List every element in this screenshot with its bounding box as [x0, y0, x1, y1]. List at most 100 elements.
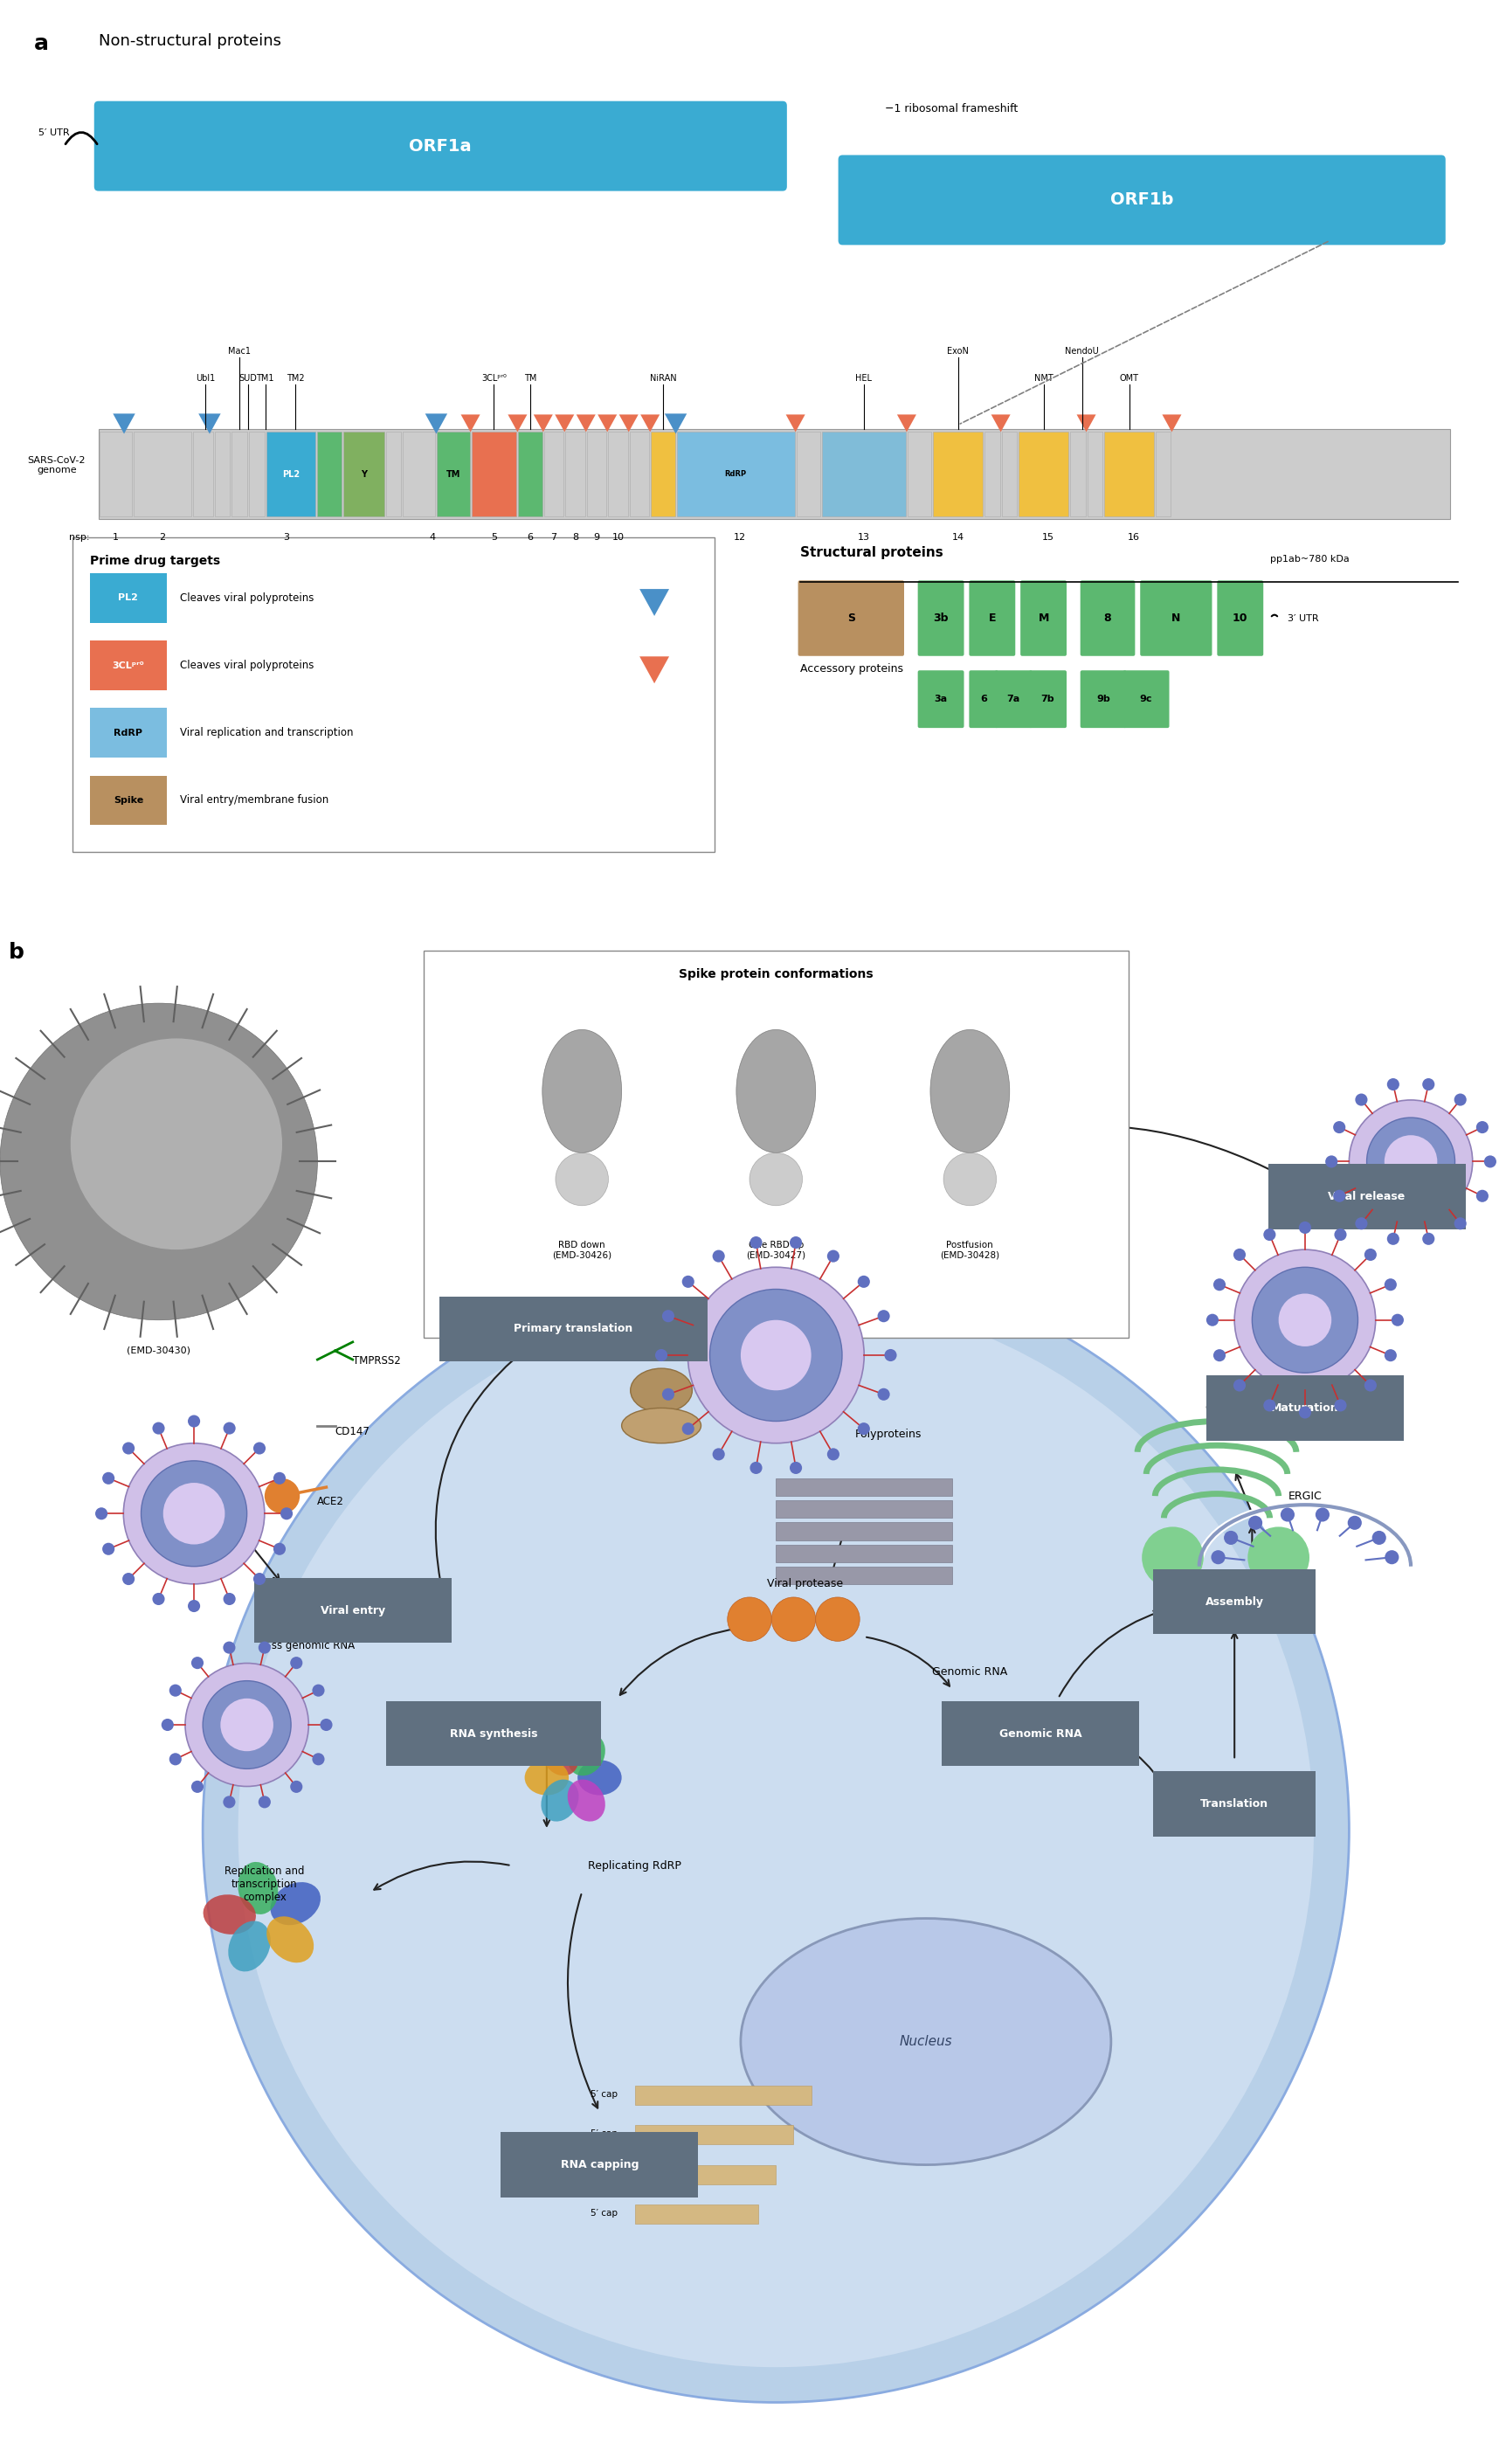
Ellipse shape: [1333, 1121, 1346, 1133]
Text: Nucleus: Nucleus: [899, 2035, 952, 2048]
Text: CD147: CD147: [336, 1427, 370, 1437]
Text: Spike: Spike: [114, 796, 144, 806]
Text: 12: 12: [733, 532, 747, 542]
Bar: [343, 431, 384, 517]
Text: NMT: NMT: [1034, 375, 1052, 382]
Bar: [776, 1545, 952, 1562]
Bar: [636, 2205, 758, 2223]
Circle shape: [202, 1259, 1349, 2402]
Bar: [438, 431, 469, 517]
Ellipse shape: [153, 1592, 165, 1604]
Text: Maturation: Maturation: [1271, 1402, 1339, 1414]
Text: TM: TM: [447, 471, 460, 478]
Circle shape: [1249, 1515, 1262, 1530]
Ellipse shape: [280, 1508, 292, 1520]
FancyBboxPatch shape: [970, 670, 998, 727]
Text: RdRP: RdRP: [114, 729, 142, 737]
Ellipse shape: [857, 1276, 869, 1289]
FancyBboxPatch shape: [90, 776, 166, 825]
Text: Primary translation: Primary translation: [514, 1323, 633, 1335]
Text: nsp:: nsp:: [69, 532, 90, 542]
Ellipse shape: [1477, 1121, 1489, 1133]
Text: 13: 13: [857, 532, 869, 542]
Ellipse shape: [663, 1311, 675, 1323]
Text: 7a: 7a: [1007, 695, 1021, 705]
Circle shape: [70, 1037, 282, 1249]
Ellipse shape: [750, 1237, 761, 1249]
Text: TM: TM: [525, 375, 537, 382]
Ellipse shape: [1298, 1222, 1312, 1234]
Text: NiRAN: NiRAN: [649, 375, 676, 382]
Ellipse shape: [1454, 1094, 1466, 1106]
Circle shape: [1280, 1508, 1295, 1523]
Ellipse shape: [1264, 1400, 1276, 1412]
Ellipse shape: [931, 1030, 1010, 1153]
Ellipse shape: [273, 1542, 286, 1555]
Ellipse shape: [631, 1368, 693, 1412]
Ellipse shape: [827, 1449, 839, 1461]
Text: TMPRSS2: TMPRSS2: [352, 1355, 400, 1368]
Ellipse shape: [1355, 1094, 1367, 1106]
FancyBboxPatch shape: [1141, 582, 1213, 655]
Ellipse shape: [123, 1444, 264, 1584]
Ellipse shape: [123, 1441, 135, 1454]
Ellipse shape: [543, 1030, 622, 1153]
Text: (EMD-30430): (EMD-30430): [127, 1345, 190, 1355]
Ellipse shape: [187, 1599, 201, 1611]
Ellipse shape: [1477, 1190, 1489, 1202]
Circle shape: [815, 1597, 860, 1641]
Ellipse shape: [884, 1350, 896, 1360]
Text: 5′ cap: 5′ cap: [591, 2129, 618, 2139]
Bar: [776, 1478, 952, 1496]
Text: Mac1: Mac1: [228, 347, 250, 355]
Ellipse shape: [1279, 1294, 1331, 1345]
Ellipse shape: [258, 1796, 271, 1809]
Text: Golgi body: Golgi body: [1205, 1402, 1264, 1414]
Text: Viral replication and transcription: Viral replication and transcription: [180, 727, 354, 739]
Text: Prime drug targets: Prime drug targets: [90, 554, 220, 567]
Ellipse shape: [1264, 1230, 1276, 1242]
Ellipse shape: [712, 1449, 726, 1461]
Ellipse shape: [1364, 1249, 1376, 1262]
Text: 8: 8: [573, 532, 579, 542]
Text: +ss genomic RNA: +ss genomic RNA: [262, 1641, 355, 1651]
Text: Viral entry/membrane fusion: Viral entry/membrane fusion: [180, 796, 328, 806]
Ellipse shape: [321, 1720, 333, 1732]
Ellipse shape: [202, 1680, 291, 1769]
Bar: [676, 431, 794, 517]
Ellipse shape: [1234, 1380, 1246, 1392]
FancyBboxPatch shape: [501, 2131, 699, 2198]
Ellipse shape: [1364, 1380, 1376, 1392]
Ellipse shape: [163, 1483, 225, 1545]
Ellipse shape: [712, 1249, 726, 1262]
Bar: [796, 431, 820, 517]
Ellipse shape: [1454, 1217, 1466, 1230]
Bar: [423, 951, 1129, 1338]
FancyBboxPatch shape: [941, 1700, 1139, 1767]
Ellipse shape: [96, 1508, 108, 1520]
Text: pp1ab~780 kDa: pp1ab~780 kDa: [1270, 554, 1349, 564]
Ellipse shape: [153, 1422, 165, 1434]
Text: 5′ cap: 5′ cap: [591, 2208, 618, 2218]
Ellipse shape: [1349, 1099, 1472, 1222]
Text: 4: 4: [429, 532, 435, 542]
FancyBboxPatch shape: [90, 574, 166, 623]
Bar: [403, 431, 435, 517]
Text: TM2: TM2: [286, 375, 304, 382]
Text: M: M: [1039, 614, 1049, 623]
Text: a: a: [34, 34, 49, 54]
Text: ExoN: ExoN: [947, 347, 968, 355]
Text: 7b: 7b: [1040, 695, 1055, 705]
Text: Viral release: Viral release: [1328, 1190, 1405, 1202]
Text: 14: 14: [952, 532, 964, 542]
Ellipse shape: [682, 1422, 694, 1434]
Text: 16: 16: [1127, 532, 1139, 542]
Text: Replicating RdRP: Replicating RdRP: [588, 1860, 682, 1870]
Text: ACE2: ACE2: [318, 1496, 345, 1508]
Ellipse shape: [568, 1735, 606, 1777]
Bar: [471, 431, 517, 517]
FancyBboxPatch shape: [970, 582, 1015, 655]
Text: 3a: 3a: [934, 695, 947, 705]
Text: Cleaves viral polyproteins: Cleaves viral polyproteins: [180, 591, 313, 604]
Ellipse shape: [204, 1895, 256, 1934]
